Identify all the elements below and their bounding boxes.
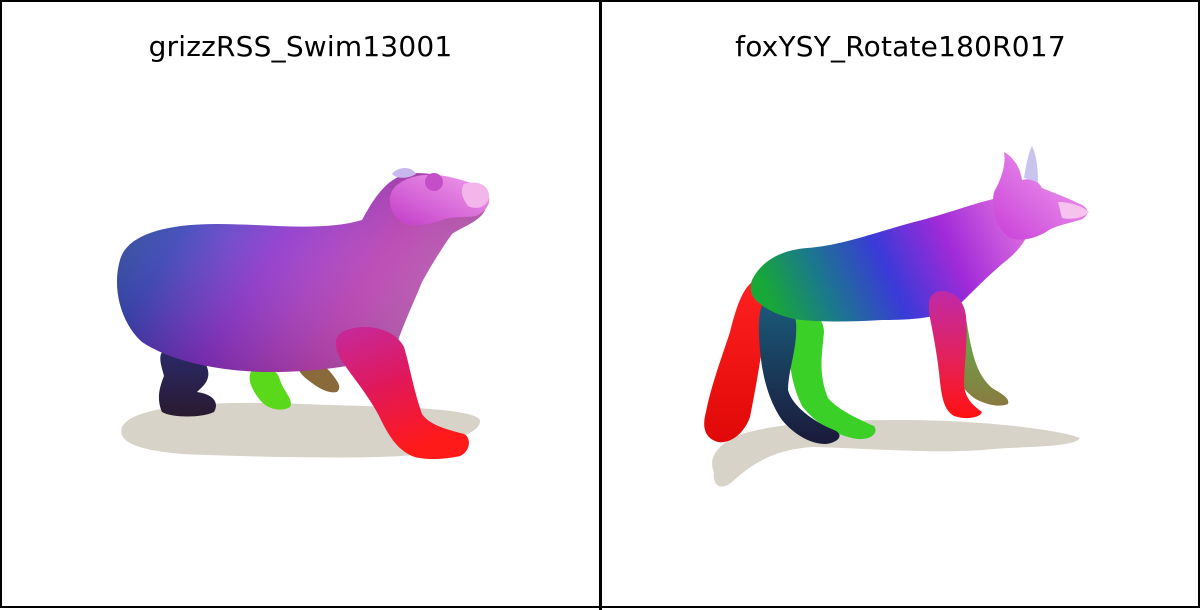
bear-far-hind-leg <box>249 367 291 410</box>
bear-ear-top <box>392 168 416 178</box>
fox-near-hind-leg <box>758 300 840 444</box>
bear-ear <box>425 173 443 191</box>
bear-snout <box>461 182 490 208</box>
panel-bear: grizzRSS_Swim13001 <box>2 2 599 606</box>
panel-divider <box>599 2 602 610</box>
panel-fox: foxYSY_Rotate180R017 <box>602 2 1199 606</box>
fox-snout <box>1058 202 1089 219</box>
panel-title-bear: grizzRSS_Swim13001 <box>148 30 453 63</box>
bear-near-front-leg <box>335 327 469 459</box>
fox-body <box>750 197 1032 322</box>
bear-render <box>116 168 490 459</box>
panel-title-fox: foxYSY_Rotate180R017 <box>735 30 1066 63</box>
fox-near-front-leg <box>928 291 982 419</box>
bear-near-hind-leg <box>158 350 217 417</box>
fox-ear <box>1024 146 1038 182</box>
fox-shadow <box>712 420 1080 487</box>
fox-render <box>704 146 1089 487</box>
fox-head <box>992 152 1088 240</box>
fox-far-hind-leg <box>789 312 876 440</box>
fox-tail <box>704 282 767 443</box>
